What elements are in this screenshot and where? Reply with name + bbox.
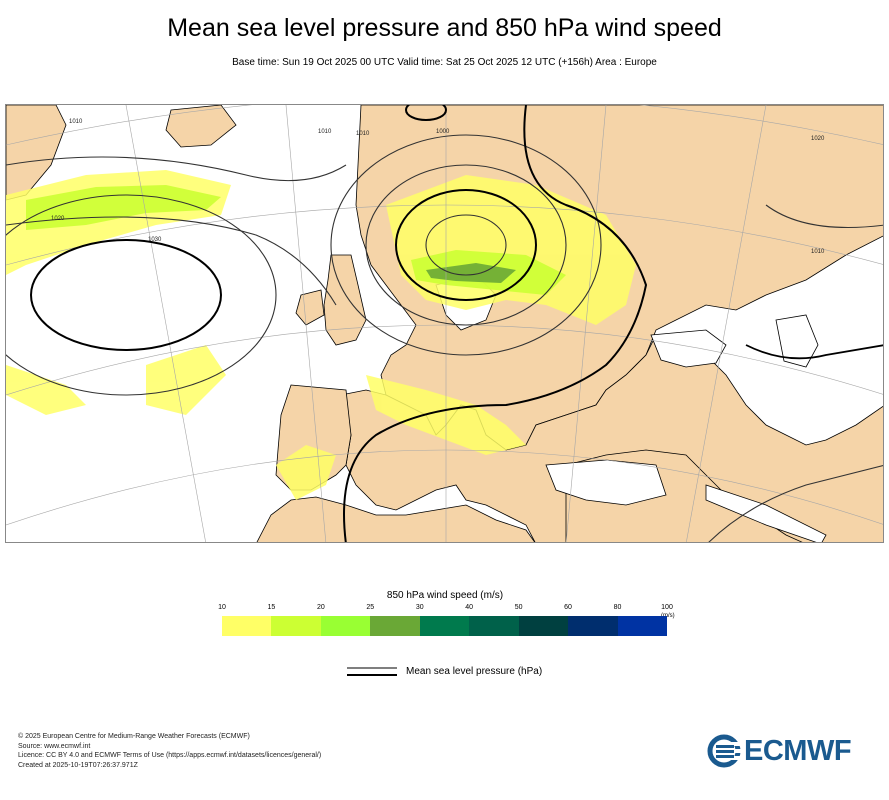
wind-band-scandinavia: [386, 175, 636, 325]
legend-tick: 100: [661, 604, 673, 611]
wind-legend-unit: (m/s): [661, 613, 675, 619]
legend-tick: 25: [366, 604, 375, 611]
legend-tick: 50: [514, 604, 523, 611]
colorbar-swatch: [469, 616, 519, 636]
colorbar-swatch: [617, 616, 667, 636]
legend-tick: 30: [415, 604, 424, 611]
weather-map[interactable]: 1010 1020 1030 1000 1010 1010 1010 1020: [5, 104, 884, 543]
graticule: [6, 105, 883, 542]
isobars: [6, 105, 883, 542]
wind-legend-title: 850 hPa wind speed (m/s): [386, 590, 504, 601]
legend-tick: 10: [218, 604, 226, 611]
land-ireland: [295, 289, 325, 326]
wind-colorbar: [222, 616, 667, 636]
isobar-label: 1020: [811, 136, 825, 142]
mslp-legend-lines: [347, 667, 397, 676]
ecmwf-logo[interactable]: ECMWF: [706, 734, 876, 768]
isobar-labels: 1010 1020 1030 1000 1010 1010 1010 1020: [51, 119, 825, 255]
sea-caspian: [775, 314, 819, 368]
isobar-label: 1010: [318, 129, 332, 135]
wind-patch-atlantic-south: [146, 345, 226, 415]
land-greenland: [6, 105, 67, 201]
sea-black: [650, 329, 727, 368]
sea-red: [705, 484, 827, 542]
footer-credits: © 2025 European Centre for Medium-Range …: [18, 732, 321, 770]
ecmwf-logo-text: ECMWF: [744, 735, 852, 767]
legend-tick: 60: [564, 604, 572, 611]
colorbar-swatch: [568, 616, 618, 636]
isobar-label: 1020: [51, 216, 65, 222]
colorbar-swatch: [419, 616, 470, 636]
colorbar-swatch: [271, 616, 321, 636]
legend-tick: 15: [267, 604, 276, 611]
page-title: Mean sea level pressure and 850 hPa wind…: [167, 14, 722, 42]
land-iceland: [165, 105, 237, 148]
mslp-legend-label: Mean sea level pressure (hPa): [406, 666, 543, 677]
high-pressure-1030: [30, 239, 222, 351]
footer-created: Created at 2025-10-19T07:26:37.971Z: [18, 761, 138, 769]
map-canvas: 1010 1020 1030 1000 1010 1010 1010 1020: [6, 105, 883, 542]
legend-tick: 40: [465, 604, 474, 611]
footer-source[interactable]: Source: www.ecmwf.int: [18, 742, 91, 750]
ecmwf-logo-icon: [707, 734, 742, 768]
mslp-legend: Mean sea level pressure (hPa): [346, 664, 606, 680]
wind-legend-ticks: 10 15 20 25 30 40 50 60 80 100: [218, 604, 673, 616]
colorbar-swatch: [518, 616, 569, 636]
wind-strong-layer: [426, 263, 516, 283]
isobar-label: 1000: [436, 129, 450, 135]
land-north-africa: [256, 496, 536, 542]
footer-copyright: © 2025 European Centre for Medium-Range …: [18, 733, 250, 740]
wind-strong-baltic: [426, 263, 516, 283]
isobar-label: 1010: [356, 131, 370, 137]
isobar-label: 1010: [69, 119, 83, 125]
colorbar-swatch: [222, 616, 272, 636]
footer-licence[interactable]: Licence: CC BY 4.0 and ECMWF Terms of Us…: [18, 752, 322, 759]
isobar-label: 1030: [148, 237, 162, 243]
wind-patch-west: [6, 365, 86, 415]
legend-tick: 80: [613, 604, 622, 611]
colorbar-swatch: [370, 616, 420, 636]
land-britain: [323, 254, 367, 346]
legend-tick: 20: [316, 604, 325, 611]
isobar-label: 1010: [811, 249, 825, 255]
page-subtitle: Base time: Sun 19 Oct 2025 00 UTC Valid …: [232, 57, 657, 68]
colorbar-swatch: [320, 616, 371, 636]
